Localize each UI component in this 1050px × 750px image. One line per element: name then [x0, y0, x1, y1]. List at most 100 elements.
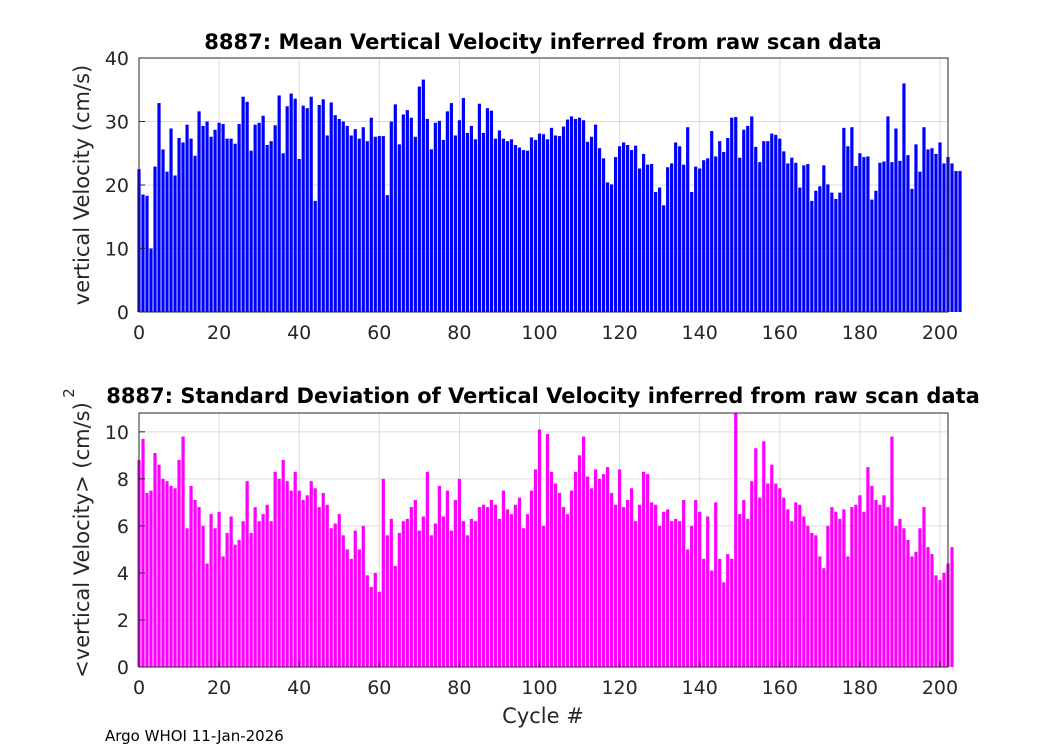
bar — [305, 108, 309, 312]
bar — [201, 125, 205, 312]
bar — [361, 127, 365, 312]
chart-mean-velocity: 8887: Mean Vertical Velocity inferred fr… — [70, 30, 962, 344]
bar — [642, 471, 646, 667]
bar — [397, 144, 401, 312]
bar — [373, 572, 377, 667]
bar — [790, 157, 794, 312]
bar — [269, 141, 273, 312]
x-axis-label: Cycle # — [502, 704, 584, 728]
bar — [209, 514, 213, 667]
bar — [445, 490, 449, 667]
bar — [593, 124, 598, 312]
x-tick-label: 120 — [601, 322, 637, 344]
bar — [477, 507, 482, 667]
bar — [906, 540, 910, 667]
bar — [834, 511, 838, 667]
bar — [609, 184, 614, 312]
bar — [742, 500, 746, 667]
bar — [433, 523, 437, 667]
bar — [894, 128, 898, 312]
y-axis-label: vertical Velocity (cm/s) — [70, 65, 94, 305]
bar — [954, 171, 958, 312]
bar — [161, 478, 165, 667]
bar — [537, 429, 542, 667]
bar — [165, 171, 169, 312]
bar — [790, 521, 794, 667]
bar — [690, 191, 694, 312]
x-tick-label: 140 — [682, 322, 718, 344]
bar — [754, 146, 758, 312]
bar — [261, 514, 265, 667]
bar — [597, 148, 602, 312]
bar — [349, 135, 353, 312]
bar — [750, 481, 754, 667]
y-tick-label: 0 — [117, 302, 129, 324]
bar-series — [137, 413, 954, 667]
bar — [409, 507, 413, 667]
y-tick-label: 10 — [105, 239, 129, 261]
bar — [890, 436, 894, 667]
bar — [581, 436, 586, 667]
bar — [926, 547, 930, 667]
y-tick-labels: 0 2 4 6 8 10 — [105, 422, 145, 679]
bar — [782, 497, 786, 667]
bar — [609, 492, 614, 667]
bar — [277, 95, 281, 312]
bar — [513, 145, 518, 312]
bar — [918, 528, 922, 667]
bar — [185, 528, 189, 667]
bar — [898, 518, 902, 667]
bar — [345, 549, 349, 667]
bar — [413, 500, 417, 667]
bar — [405, 110, 409, 312]
bar — [205, 563, 209, 667]
bar — [786, 509, 790, 667]
bar — [854, 504, 858, 667]
bar — [822, 568, 826, 667]
bar — [221, 556, 225, 667]
bar — [593, 469, 598, 667]
bar — [654, 191, 658, 312]
bar — [377, 136, 381, 312]
bar — [694, 166, 698, 312]
bar — [774, 483, 778, 667]
bar — [746, 125, 750, 312]
bar — [750, 116, 754, 312]
bar — [850, 127, 854, 312]
bar — [445, 111, 449, 312]
bar — [834, 198, 838, 312]
bar — [201, 525, 205, 667]
bar — [734, 413, 738, 667]
bar — [690, 525, 694, 667]
bar — [878, 162, 882, 312]
bar — [597, 478, 602, 667]
bar — [245, 101, 249, 312]
bar — [237, 540, 241, 667]
x-tick-label: 100 — [521, 322, 557, 344]
bar — [842, 127, 846, 312]
bar — [193, 155, 197, 312]
bar — [281, 153, 285, 312]
bar — [337, 118, 341, 313]
bar — [349, 558, 353, 667]
bar — [730, 558, 734, 667]
bar — [141, 438, 145, 667]
bar — [329, 528, 333, 667]
bar — [357, 549, 361, 667]
bar — [658, 525, 662, 667]
x-tick-label: 0 — [133, 322, 145, 344]
bar — [902, 83, 906, 313]
bar — [866, 467, 870, 667]
bar — [281, 460, 285, 667]
bar — [882, 495, 886, 667]
bar — [537, 133, 542, 312]
bar — [674, 518, 678, 667]
bar — [858, 153, 862, 312]
bar — [397, 532, 401, 667]
bar — [786, 163, 790, 312]
bar — [549, 471, 554, 667]
bar — [806, 164, 810, 312]
bar — [237, 124, 241, 312]
bar — [630, 150, 634, 312]
bar — [505, 141, 510, 312]
